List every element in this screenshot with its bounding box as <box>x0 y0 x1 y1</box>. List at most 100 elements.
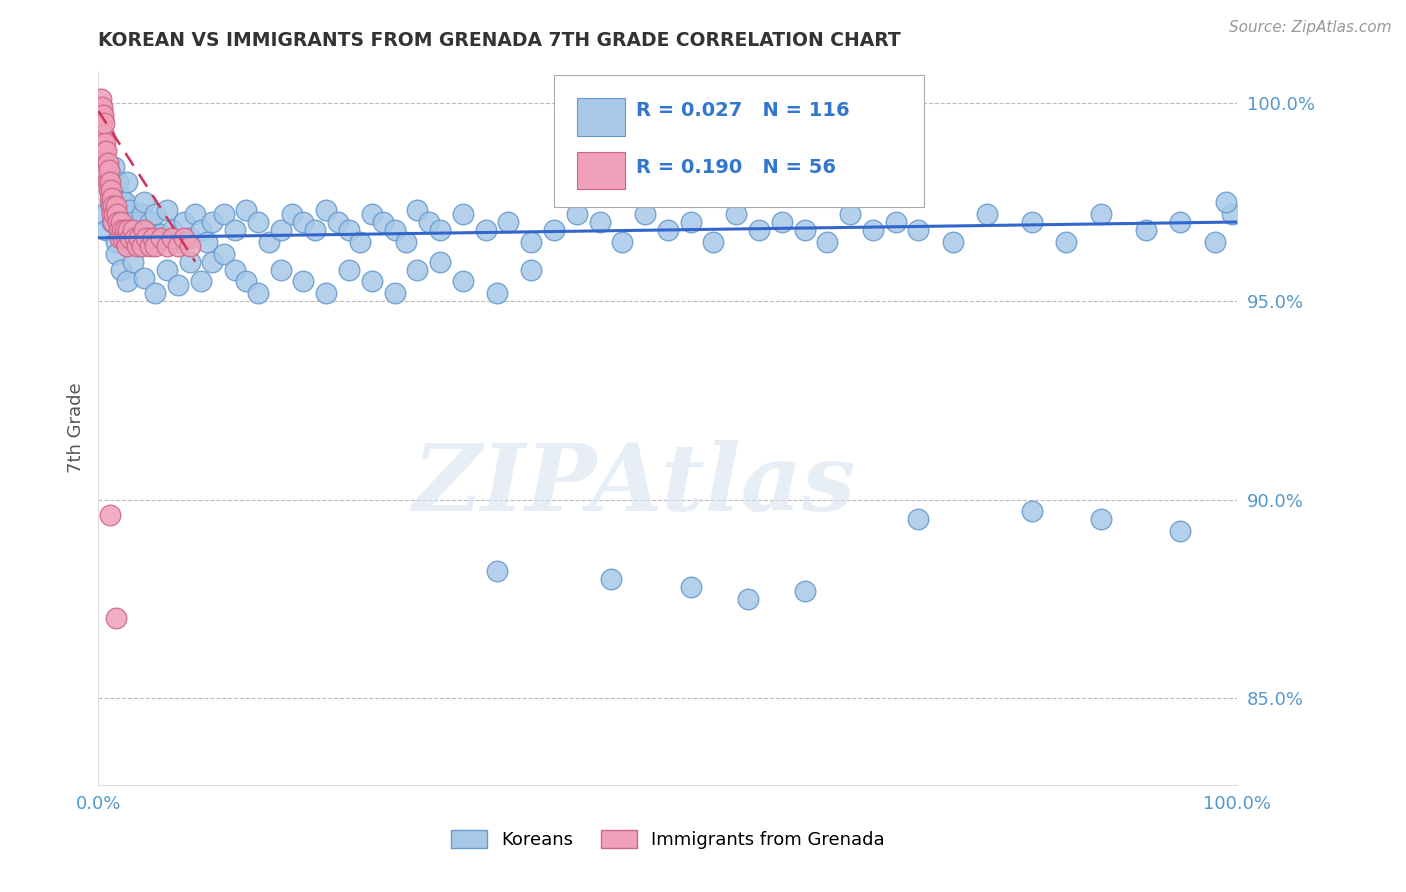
Point <box>112 231 135 245</box>
Point <box>115 239 138 253</box>
Point <box>132 195 155 210</box>
Point <box>128 231 150 245</box>
Point <box>127 239 149 253</box>
Point <box>173 215 195 229</box>
Point <box>976 207 998 221</box>
Point <box>97 163 120 178</box>
Point <box>315 286 337 301</box>
Point <box>173 231 195 245</box>
Point <box>138 215 160 229</box>
Point <box>111 223 134 237</box>
Point <box>815 235 838 249</box>
Point <box>112 231 135 245</box>
Point <box>103 215 125 229</box>
Point <box>94 136 117 150</box>
Point <box>326 215 349 229</box>
Point <box>907 512 929 526</box>
Point <box>1135 223 1157 237</box>
Point <box>93 155 115 169</box>
Point <box>429 223 451 237</box>
Point <box>142 231 165 245</box>
Point <box>103 160 125 174</box>
Point <box>114 223 136 237</box>
Point <box>1170 215 1192 229</box>
Point <box>105 207 128 221</box>
Point <box>96 155 118 169</box>
Point <box>451 275 474 289</box>
Point <box>235 275 257 289</box>
Point <box>90 92 112 106</box>
Point <box>179 239 201 253</box>
Point <box>190 275 212 289</box>
Point <box>270 262 292 277</box>
Point <box>96 175 118 189</box>
Point <box>98 508 121 523</box>
Point <box>110 215 132 229</box>
FancyBboxPatch shape <box>576 98 624 136</box>
Point <box>418 215 440 229</box>
Point <box>235 203 257 218</box>
Point <box>145 207 167 221</box>
Point <box>612 235 634 249</box>
Point <box>793 223 815 237</box>
Point <box>100 199 122 213</box>
Point <box>96 223 118 237</box>
Point <box>224 262 246 277</box>
Text: KOREAN VS IMMIGRANTS FROM GRENADA 7TH GRADE CORRELATION CHART: KOREAN VS IMMIGRANTS FROM GRENADA 7TH GR… <box>98 31 901 50</box>
FancyBboxPatch shape <box>554 75 924 207</box>
Point <box>98 175 121 189</box>
Point <box>110 262 132 277</box>
Point <box>150 231 173 245</box>
Point <box>131 239 153 253</box>
Point <box>748 223 770 237</box>
Point <box>101 215 124 229</box>
Point <box>162 223 184 237</box>
Point <box>384 223 406 237</box>
Point <box>91 108 114 122</box>
Point <box>117 223 139 237</box>
Point <box>1220 207 1243 221</box>
Point <box>1204 235 1226 249</box>
Point <box>360 275 382 289</box>
Point <box>162 231 184 245</box>
Point <box>117 223 139 237</box>
Point <box>349 235 371 249</box>
Point <box>384 286 406 301</box>
Point <box>184 207 207 221</box>
Point <box>679 580 702 594</box>
Point <box>224 223 246 237</box>
Point <box>111 215 134 229</box>
Point <box>105 195 128 210</box>
Point <box>1090 512 1112 526</box>
Point <box>793 583 815 598</box>
Point <box>127 223 149 237</box>
FancyBboxPatch shape <box>576 152 624 189</box>
Point <box>132 270 155 285</box>
Point <box>110 191 132 205</box>
Point <box>737 591 759 606</box>
Point <box>167 235 190 249</box>
Point <box>565 207 588 221</box>
Point <box>371 215 394 229</box>
Point <box>292 215 315 229</box>
Point <box>1170 524 1192 539</box>
Point <box>90 100 112 114</box>
Point <box>179 231 201 245</box>
Point <box>103 183 125 197</box>
Point <box>107 175 129 189</box>
Point <box>259 235 281 249</box>
Point <box>212 207 235 221</box>
Point <box>406 262 429 277</box>
Point <box>150 227 173 241</box>
Point <box>108 223 131 237</box>
Point <box>395 235 418 249</box>
Point <box>120 231 142 245</box>
Point <box>1090 207 1112 221</box>
Point <box>839 207 862 221</box>
Point <box>90 103 112 118</box>
Point <box>862 223 884 237</box>
Point <box>156 239 179 253</box>
Point <box>679 215 702 229</box>
Point <box>600 572 623 586</box>
Point <box>884 215 907 229</box>
